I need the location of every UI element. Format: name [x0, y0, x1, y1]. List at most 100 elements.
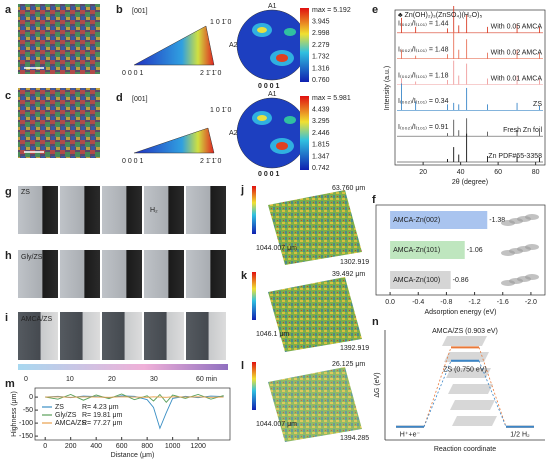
plot-frame — [34, 387, 231, 441]
colorbar — [252, 362, 256, 410]
structure — [452, 416, 497, 426]
pole-label: A1 — [268, 91, 277, 98]
colorbar — [300, 96, 309, 170]
annotation: ♣ Zn(OH)₂)₃(ZnSO₄)(H₂O)₅ — [398, 12, 482, 19]
pole-label: 0 0 0 1 — [258, 83, 280, 90]
y-tick-label: -150 — [19, 433, 33, 440]
structure — [442, 336, 487, 346]
axis-label: 1044.007 μm — [256, 421, 297, 428]
colorbar — [252, 186, 256, 234]
axis-label: 1046.1 μm — [256, 331, 289, 338]
level-label: AMCA/ZS (0.903 eV) — [432, 328, 498, 335]
x-tick-label: 40 — [457, 169, 465, 176]
optical-image — [18, 250, 58, 298]
panel-letter: e — [372, 4, 378, 16]
pole-figure — [236, 97, 308, 169]
x-tick-label: -0.8 — [440, 299, 452, 306]
x-axis-label: Adsorption energy (eV) — [425, 309, 497, 316]
legend-label: With 0.05 AMCA — [491, 24, 543, 31]
value-label: -0.86 — [453, 277, 469, 284]
optical-image — [186, 250, 226, 298]
colorbar-label: 4.439 — [312, 107, 330, 114]
panel-letter: i — [5, 312, 8, 324]
ebsd-map — [18, 88, 100, 158]
state-label: H⁺+e⁻ — [400, 432, 421, 439]
time-scale — [18, 364, 228, 370]
pole-label: A1 — [268, 3, 277, 10]
colorbar-label: 2.279 — [312, 42, 330, 49]
line — [45, 396, 224, 398]
direction: [001] — [132, 8, 148, 15]
y-axis-label: Intensity (a.u.) — [384, 66, 391, 110]
molecule — [525, 214, 539, 220]
bar — [390, 271, 451, 289]
panel-letter: d — [116, 92, 123, 104]
colorbar-label: 3.945 — [312, 19, 330, 26]
x-axis-label: Distance (μm) — [111, 452, 155, 459]
optical-image — [102, 250, 142, 298]
structure — [448, 384, 493, 394]
axis-label: 1392.919 — [340, 345, 369, 352]
ratio-label: I₍₀₀₂₎/I₍₁₀₁₎ = 0.34 — [398, 98, 449, 105]
connector — [423, 347, 452, 427]
x-tick-label: 0.0 — [385, 299, 395, 306]
corner-label: 1 0 1̄ 0 — [210, 107, 232, 114]
line — [45, 393, 224, 403]
optical-image — [144, 186, 184, 234]
pole-density — [284, 28, 296, 36]
y-tick-label: -50 — [23, 407, 33, 414]
bar — [390, 211, 488, 229]
optical-image — [60, 186, 100, 234]
x-tick-label: 1000 — [165, 443, 181, 450]
colorbar-label: 2.998 — [312, 30, 330, 37]
ratio-label: I₍₀₀₂₎/I₍₁₀₁₎ = 1.18 — [398, 72, 449, 79]
optical-image — [102, 312, 142, 360]
x-tick-label: 1200 — [190, 443, 206, 450]
legend-label: With 0.02 AMCA — [491, 50, 543, 57]
panel-letter: j — [240, 184, 244, 196]
level-label: ZS (0.750 eV) — [443, 367, 487, 374]
legend-label: ZS — [533, 101, 542, 108]
x-axis-label: 2θ (degree) — [452, 179, 488, 186]
colorbar — [300, 8, 309, 82]
optical-label: Gly/ZS — [21, 254, 43, 261]
x-tick-label: 200 — [65, 443, 77, 450]
axis-label: 39.492 μm — [332, 271, 365, 278]
category-label: AMCA-Zn(100) — [393, 277, 440, 284]
optical-label: ZS — [21, 189, 30, 196]
ebsd-map — [18, 4, 100, 74]
panel-letter: f — [372, 194, 376, 206]
axis-label: 1394.285 — [340, 435, 369, 442]
y-tick-label: 0 — [29, 394, 33, 401]
y-axis-label: ΔG (eV) — [374, 372, 381, 397]
panel-letter: c — [5, 90, 11, 102]
plot-frame — [394, 9, 546, 166]
x-tick-label: 600 — [116, 443, 128, 450]
x-tick-label: 800 — [141, 443, 153, 450]
optical-image — [18, 312, 58, 360]
category-label: AMCA-Zn(002) — [393, 217, 440, 224]
structure — [444, 352, 489, 362]
x-tick-label: -0.4 — [412, 299, 424, 306]
pole-label: A2 — [229, 130, 238, 137]
inverse-pole-wedge — [133, 127, 215, 154]
roughness-label: R= 4.23 μm — [82, 404, 119, 411]
pole-density — [257, 27, 267, 33]
pole-density — [276, 142, 288, 150]
x-tick-label: 400 — [90, 443, 102, 450]
legend-label: Gly/ZS — [55, 412, 77, 419]
roughness-label: R= 19.81 μm — [82, 412, 123, 419]
colorbar — [252, 272, 256, 320]
bar — [390, 241, 465, 259]
panel-letter: l — [241, 360, 244, 372]
optical-image — [144, 250, 184, 298]
optical-image — [186, 186, 226, 234]
optical-image — [60, 250, 100, 298]
x-tick-label: -1.2 — [469, 299, 481, 306]
value-label: -1.38 — [489, 217, 505, 224]
optical-image — [102, 186, 142, 234]
legend-label: With 0.01 AMCA — [491, 75, 543, 82]
panel-letter: m — [5, 378, 15, 390]
corner-label: 0 0 0 1 — [122, 70, 144, 77]
